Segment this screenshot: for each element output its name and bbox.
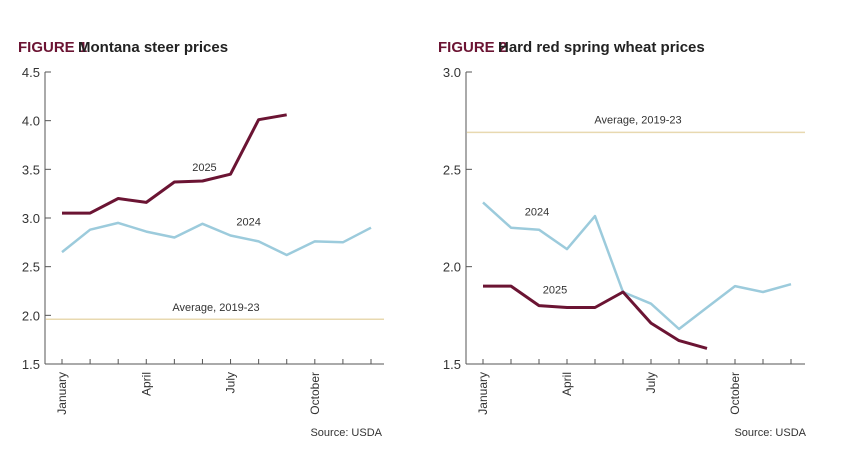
figure-1-series-2025-line (62, 113, 287, 215)
figure-2-title: Hard red spring wheat prices (498, 39, 705, 56)
figure-1-x-ticks: January April July October (55, 359, 372, 415)
figure-1-series-2025-label: 2025 (192, 162, 216, 174)
figure-2-x-tick-label: April (560, 372, 574, 396)
figure-1-y-tick-label: 1.5 (22, 357, 40, 372)
figure-1-y-tick-label: 4.5 (22, 65, 40, 80)
figure-2-series-2024-label: 2024 (525, 207, 549, 219)
figure-2-average-label: Average, 2019-23 (594, 114, 681, 126)
figure-1-x-tick-label: July (224, 372, 238, 393)
figure-1: FIGURE 1 Montana steer prices 1.5 2.0 2.5 3… (18, 39, 384, 439)
figure-1-x-tick-label: April (139, 372, 153, 396)
figure-1-title: Montana steer prices (78, 39, 228, 56)
figure-2-series-2024-line (482, 201, 792, 331)
figure-2-series-2025-label: 2025 (543, 285, 567, 297)
figure-2-series-2025-line (483, 284, 708, 350)
figure-1-label: FIGURE 1 (18, 39, 87, 56)
figure-2-y-tick-label: 2.5 (443, 162, 461, 177)
figure-1-x-tick-label: October (308, 372, 322, 415)
figure-1-x-tick-label: January (55, 372, 69, 415)
figure-2-x-tick-label: January (476, 372, 490, 415)
figure-1-y-tick-label: 3.0 (22, 211, 40, 226)
figure-2-source: Source: USDA (734, 427, 806, 439)
figure-1-y-tick-label: 2.5 (22, 260, 40, 275)
figure-2-x-ticks: January April July October (476, 359, 792, 415)
figure-2-x-tick-label: July (644, 372, 658, 393)
figure-2: FIGURE 2 Hard red spring wheat prices 1.… (438, 39, 807, 439)
figure-1-y-tick-label: 3.5 (22, 162, 40, 177)
figure-2-label: FIGURE 2 (438, 39, 507, 56)
figure-1-source: Source: USDA (310, 427, 382, 439)
figure-1-y-tick-label: 2.0 (22, 308, 40, 323)
figure-1-average-label: Average, 2019-23 (172, 302, 259, 314)
figure-1-series-2024-line (61, 221, 372, 257)
figure-2-x-tick-label: October (728, 372, 742, 415)
figure-1-y-tick-label: 4.0 (22, 114, 40, 129)
figure-1-y-ticks: 1.5 2.0 2.5 3.0 3.5 4.0 4.5 (22, 65, 51, 372)
figure-1-series-2024-label: 2024 (236, 216, 260, 228)
figure-2-y-ticks: 1.5 2.0 2.5 3.0 (443, 65, 472, 372)
figure-2-y-tick-label: 2.0 (443, 260, 461, 275)
figure-2-y-tick-label: 3.0 (443, 65, 461, 80)
figure-2-y-tick-label: 1.5 (443, 357, 461, 372)
